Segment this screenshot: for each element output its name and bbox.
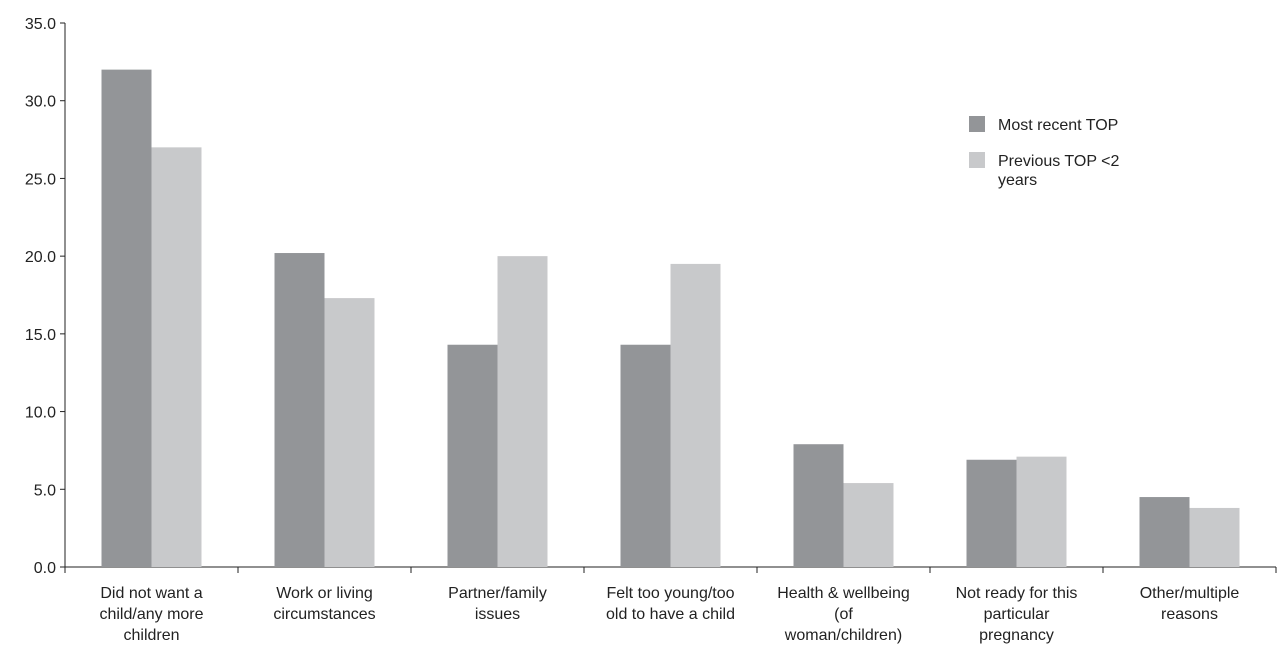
bar-previous-top [1016, 456, 1067, 567]
x-tick-label-line: child/any more [99, 606, 203, 623]
x-tick-label-line: Felt too young/too [606, 585, 734, 602]
bar-previous-top [843, 483, 894, 567]
y-tick-label: 20.0 [25, 249, 56, 266]
bar-most-recent-top [793, 444, 844, 567]
y-tick-label: 10.0 [25, 405, 56, 422]
x-tick-label-line: Work or living [276, 585, 373, 602]
x-tick-label-line: circumstances [273, 606, 375, 623]
x-tick-label-line: issues [475, 606, 520, 623]
y-tick-label: 25.0 [25, 171, 56, 188]
x-tick-label: Other/multiple reasons [1140, 585, 1240, 623]
legend: Most recent TOP Previous TOP <2 years [969, 116, 1120, 189]
x-tick-label: Partner/family issues [448, 585, 547, 623]
legend-swatch [969, 152, 985, 168]
x-tick-label-line: Partner/family [448, 585, 547, 602]
x-tick-label-line: (of [834, 606, 853, 623]
bars [101, 69, 1240, 568]
bar-most-recent-top [101, 69, 152, 567]
bar-previous-top [670, 263, 721, 567]
x-tick-label-line: reasons [1161, 606, 1218, 623]
bar-most-recent-top [1139, 497, 1190, 567]
y-tick-label: 35.0 [25, 16, 56, 33]
x-tick-label: Health & wellbeing (of woman/children) [777, 585, 910, 644]
x-tick-label-line: Other/multiple [1140, 585, 1240, 602]
legend-label-line: Most recent TOP [998, 117, 1118, 134]
x-tick-label: Felt too young/too old to have a child [606, 585, 735, 623]
x-axis: Did not want a child/any more children Work… [64, 566, 1277, 644]
bar-most-recent-top [447, 344, 498, 567]
bar-most-recent-top [620, 344, 671, 567]
y-tick-label: 5.0 [34, 482, 56, 499]
y-axis: 0.0 5.0 10.0 15.0 20.0 25.0 30.0 35.0 [25, 16, 66, 577]
x-tick-label-line: old to have a child [606, 606, 735, 623]
bar-previous-top [151, 147, 202, 568]
x-tick-label-line: children [123, 627, 179, 644]
bar-previous-top [324, 298, 375, 567]
x-tick-label-line: Not ready for this [956, 585, 1078, 602]
y-tick-label: 0.0 [34, 560, 56, 577]
x-tick-label-line: pregnancy [979, 627, 1054, 644]
bar-most-recent-top [274, 253, 325, 567]
x-tick-label-line: Did not want a [100, 585, 202, 602]
x-tick-label-line: particular [984, 606, 1050, 623]
x-tick-label: Did not want a child/any more children [99, 585, 203, 644]
legend-swatch [969, 116, 985, 132]
bar-most-recent-top [966, 459, 1017, 567]
x-tick-label: Not ready for this particular pregnancy [956, 585, 1078, 644]
bar-previous-top [497, 256, 548, 567]
x-tick-label-line: Health & wellbeing [777, 585, 910, 602]
legend-label: Most recent TOP [998, 117, 1118, 134]
x-tick-label-line: woman/children) [784, 627, 902, 644]
legend-label: Previous TOP <2 years [998, 153, 1120, 189]
y-tick-label: 30.0 [25, 94, 56, 111]
y-tick-label: 15.0 [25, 327, 56, 344]
x-tick-label: Work or living circumstances [273, 585, 375, 623]
legend-label-line: Previous TOP <2 [998, 153, 1120, 170]
bar-previous-top [1189, 507, 1240, 567]
legend-label-line: years [998, 172, 1037, 189]
